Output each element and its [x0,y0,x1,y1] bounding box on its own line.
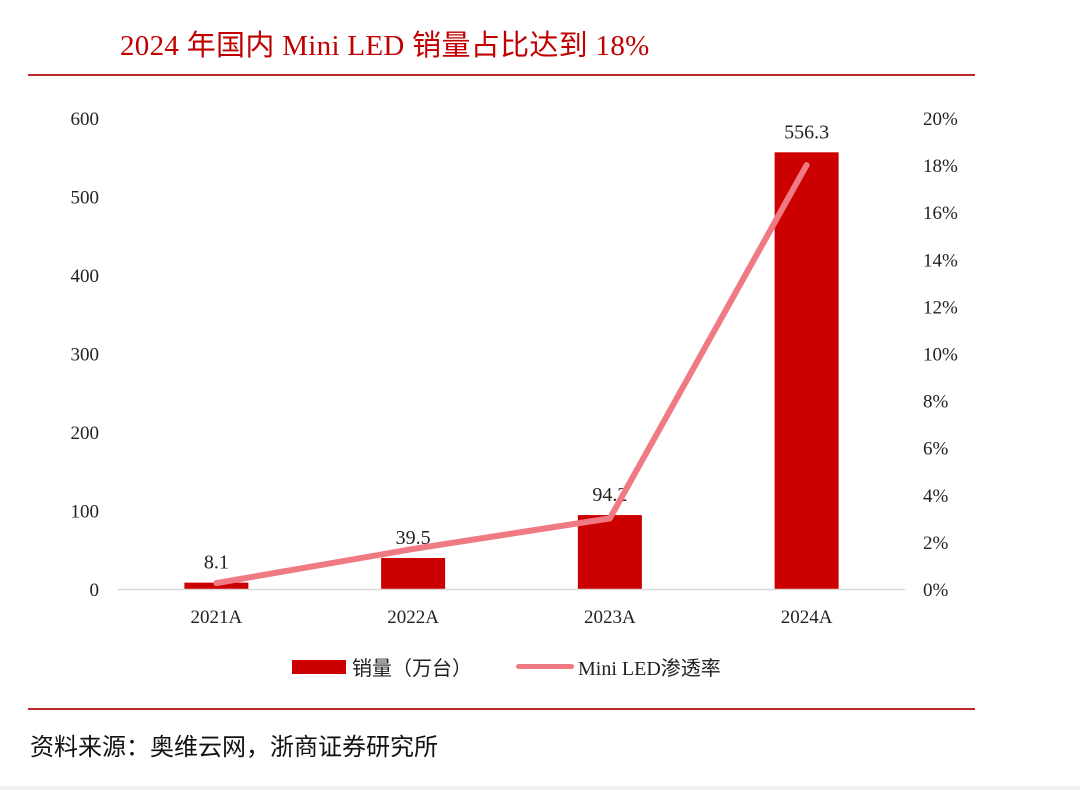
x-tick-label: 2023A [584,607,636,628]
y-left-tick-label: 600 [71,109,100,130]
y-left-tick-label: 500 [71,188,100,209]
legend-swatch-bar [292,659,346,674]
x-tick-label: 2024A [781,607,833,628]
bar-2022A [381,557,446,589]
y-right-tick-label: 20% [923,109,958,130]
y-right-tick-label: 4% [923,486,949,507]
y-right-tick-label: 0% [923,580,949,601]
source-note: 资料来源：奥维云网，浙商证券研究所 [30,735,438,761]
line-series [213,162,810,587]
legend: 销量（万台） Mini LED渗透率 [292,652,721,681]
bar-2023A [577,515,642,589]
penetration-line [213,162,810,587]
source-divider [28,708,975,710]
bar-data-label: 556.3 [784,121,829,143]
legend-swatch-line [516,664,574,669]
x-tick-label: 2022A [387,607,439,628]
y-left-tick-label: 200 [71,423,100,444]
y-right-tick-label: 14% [923,250,958,271]
y-right-tick-label: 8% [923,392,949,413]
bar-series [184,152,839,589]
y-right-tick-label: 2% [923,533,949,554]
y-right-tick-label: 12% [923,297,958,318]
legend-label-penetration: Mini LED渗透率 [578,658,721,680]
title-divider [28,74,975,76]
y-right-tick-label: 6% [923,439,949,460]
legend-item-penetration: Mini LED渗透率 [516,652,721,681]
y-axis-left: 0 100 200 300 400 500 600 [71,109,100,601]
legend-item-sales: 销量（万台） [292,652,472,681]
bar-data-label: 39.5 [396,527,431,549]
bar-2024A [774,152,839,589]
y-right-tick-label: 16% [923,203,958,224]
y-left-tick-label: 0 [90,580,100,601]
y-left-tick-label: 100 [71,502,100,523]
legend-label-sales: 销量（万台） [352,658,472,680]
page-bottom-strip [0,786,1080,790]
y-axis-right: 0% 2% 4% 6% 8% 10% 12% 14% 16% 18% 20% [923,109,958,601]
y-left-tick-label: 300 [71,345,100,366]
y-right-tick-label: 10% [923,345,958,366]
bar-data-label: 8.1 [204,552,229,574]
y-right-tick-label: 18% [923,156,958,177]
y-left-tick-label: 400 [71,266,100,287]
x-tick-label: 2021A [191,607,243,628]
x-axis: 2021A 2022A 2023A 2024A [191,607,833,628]
chart-title: 2024 年国内 Mini LED 销量占比达到 18% [120,30,650,62]
